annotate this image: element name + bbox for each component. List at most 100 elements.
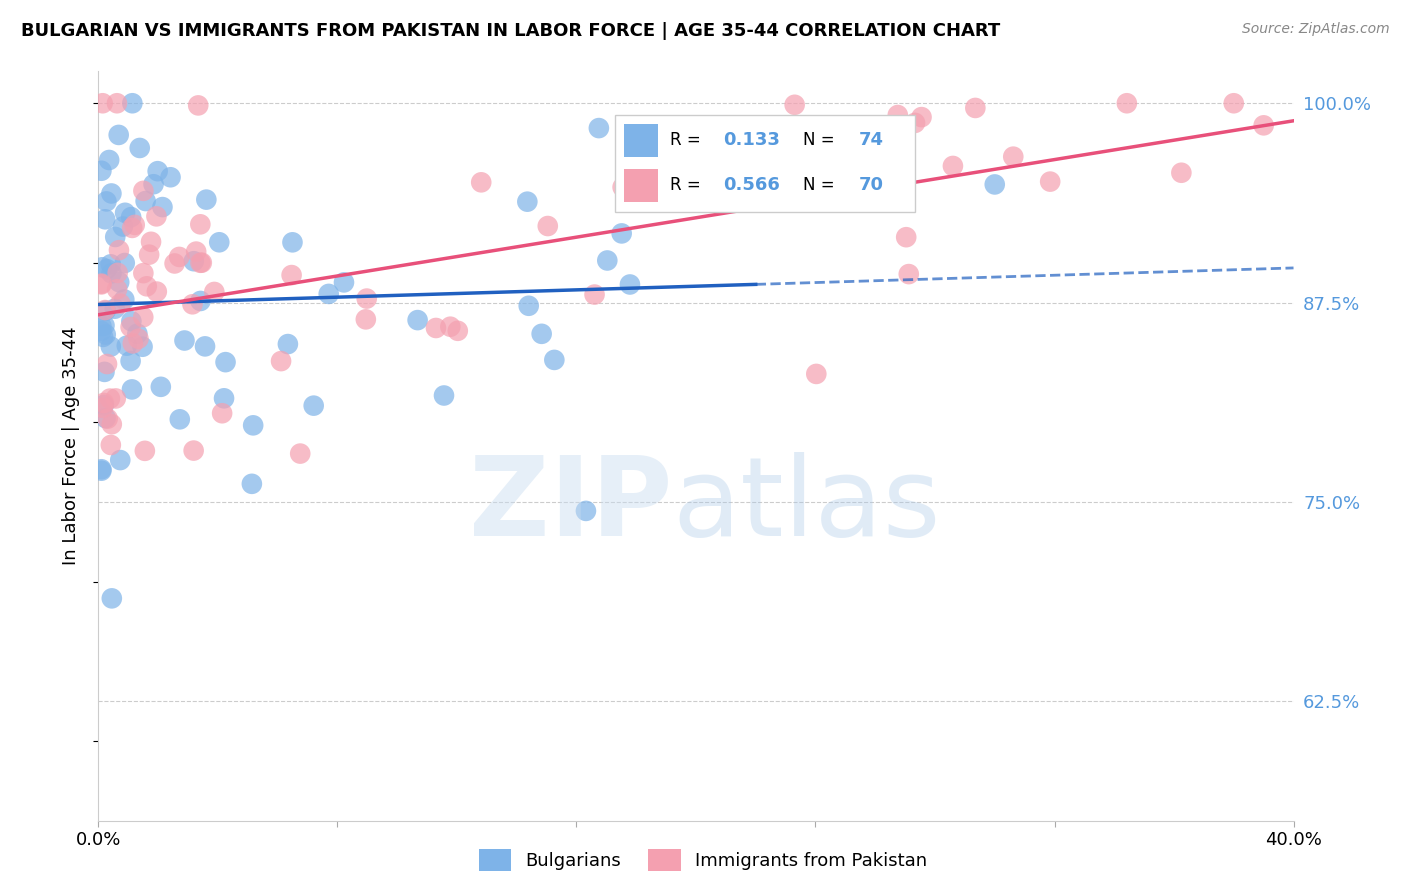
Point (120, 314, 142, 328)
Point (100, 186, 122, 201)
Point (100, 266, 122, 280)
Point (848, 175, 870, 189)
Point (90, 324, 112, 338)
Point (138, 247, 160, 261)
Point (583, 287, 606, 301)
Point (132, 310, 155, 325)
Point (107, 266, 129, 280)
Point (187, 98, 209, 112)
Point (439, 319, 461, 334)
Point (108, 243, 131, 257)
Point (135, 194, 157, 208)
Point (596, 253, 619, 268)
Point (100, 438, 122, 452)
Text: 0.566: 0.566 (723, 177, 780, 194)
Point (107, 128, 129, 142)
Point (121, 383, 143, 397)
Point (910, 110, 932, 124)
Point (93, 396, 115, 410)
Point (142, 178, 165, 192)
Text: R =: R = (671, 131, 706, 149)
Point (139, 235, 162, 249)
Point (93, 365, 115, 379)
Point (190, 293, 212, 308)
Point (280, 268, 302, 282)
Point (146, 164, 169, 178)
Text: N =: N = (803, 131, 841, 149)
Point (96, 357, 118, 371)
Point (318, 286, 340, 301)
Point (91, 260, 114, 275)
Point (183, 254, 205, 268)
Point (131, 340, 153, 354)
Point (1253, 119, 1275, 133)
Point (897, 267, 920, 281)
Point (149, 380, 172, 394)
Point (114, 256, 136, 270)
Point (806, 367, 828, 381)
Point (202, 285, 225, 299)
Point (302, 399, 325, 413)
Point (211, 406, 233, 420)
Point (108, 275, 131, 289)
Text: 74: 74 (859, 131, 884, 149)
Text: 70: 70 (859, 177, 884, 194)
Point (94, 303, 117, 318)
Text: Source: ZipAtlas.com: Source: ZipAtlas.com (1241, 22, 1389, 37)
Text: R =: R = (671, 177, 706, 194)
Point (90, 163, 112, 178)
Text: N =: N = (803, 177, 841, 194)
Point (96, 194, 118, 209)
Point (887, 108, 910, 122)
Point (212, 392, 235, 406)
Point (984, 178, 1007, 192)
Point (896, 230, 918, 244)
Point (90, 277, 112, 292)
Point (120, 320, 142, 334)
Point (100, 257, 122, 271)
Point (356, 292, 378, 306)
Point (120, 210, 142, 224)
Point (1223, 96, 1246, 111)
Point (112, 293, 135, 307)
Point (120, 354, 142, 368)
Point (93, 398, 115, 412)
Point (242, 418, 264, 433)
Point (517, 299, 540, 313)
Point (101, 417, 124, 432)
Point (354, 312, 377, 326)
Point (167, 250, 190, 264)
Point (214, 355, 236, 369)
Point (91, 96, 114, 111)
Point (132, 266, 155, 280)
Point (128, 141, 150, 155)
Point (100, 340, 122, 354)
Point (90, 464, 112, 478)
Point (575, 504, 598, 518)
Point (121, 221, 143, 235)
Point (543, 352, 565, 367)
Point (281, 235, 304, 250)
Point (1039, 175, 1062, 189)
Point (152, 200, 174, 214)
Point (94, 212, 117, 227)
Y-axis label: In Labor Force | Age 35-44: In Labor Force | Age 35-44 (62, 326, 80, 566)
Point (965, 101, 987, 115)
Text: BULGARIAN VS IMMIGRANTS FROM PAKISTAN IN LABOR FORCE | AGE 35-44 CORRELATION CHA: BULGARIAN VS IMMIGRANTS FROM PAKISTAN IN… (21, 22, 1000, 40)
Point (111, 219, 134, 234)
Point (190, 256, 212, 270)
Point (783, 97, 806, 112)
Point (290, 447, 312, 461)
Point (127, 326, 149, 341)
Point (115, 339, 138, 353)
Point (188, 217, 211, 231)
Text: 0.133: 0.133 (723, 131, 780, 149)
Point (195, 193, 218, 207)
Point (93, 318, 115, 333)
Point (94, 411, 117, 425)
Point (96, 262, 118, 277)
Point (277, 337, 299, 351)
Point (537, 219, 560, 233)
Point (333, 276, 356, 290)
Point (619, 277, 641, 292)
